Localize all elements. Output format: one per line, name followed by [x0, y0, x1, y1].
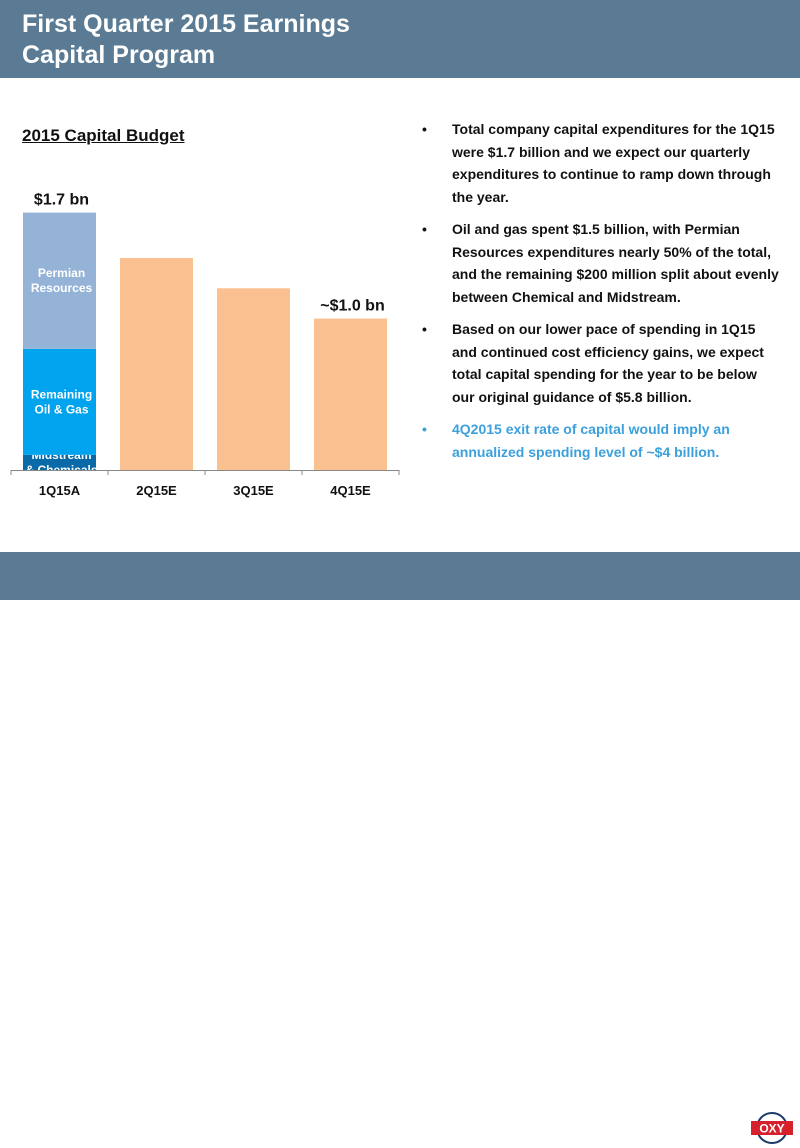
- slide-title-line1: First Quarter 2015 Earnings: [22, 10, 350, 38]
- segment-label: Permian: [38, 266, 85, 280]
- logo-text: OXY: [759, 1122, 784, 1136]
- bullet-marker: •: [422, 421, 427, 437]
- bar-segment: [23, 348, 96, 455]
- bar-segment: [217, 288, 290, 470]
- bar-segment: [314, 318, 387, 470]
- bullet-text: Oil and gas spent $1.5 billion, with Per…: [452, 221, 779, 305]
- x-tick-label: 1Q15A: [39, 483, 81, 498]
- slide-title-line2: Capital Program: [22, 41, 216, 69]
- x-tick-label: 3Q15E: [233, 483, 274, 498]
- segment-label: Resources: [31, 281, 93, 295]
- data-label: ~$1.0 bn: [320, 298, 384, 315]
- footer-bar: 20 OXY: [0, 552, 800, 1146]
- bullet-item: • Based on our lower pace of spending in …: [420, 318, 782, 408]
- bullet-marker: •: [422, 321, 427, 337]
- segment-label: Remaining: [31, 387, 92, 401]
- bar-segment: [23, 212, 96, 349]
- bullet-marker: •: [422, 121, 427, 137]
- slide-title: First Quarter 2015 Earnings Capital Prog…: [22, 9, 350, 71]
- bar-segment: [23, 454, 96, 470]
- bullet-marker: •: [422, 221, 427, 237]
- bullet-text: Total company capital expenditures for t…: [452, 121, 775, 205]
- bar-segment: [120, 258, 193, 470]
- x-tick-label: 4Q15E: [330, 483, 371, 498]
- bullet-item: • Oil and gas spent $1.5 billion, with Pe…: [420, 218, 782, 308]
- segment-label: Oil & Gas: [34, 402, 88, 416]
- x-tick-label: 2Q15E: [136, 483, 177, 498]
- data-label: $1.7 bn: [34, 192, 89, 209]
- title-banner: First Quarter 2015 Earnings Capital Prog…: [0, 0, 800, 78]
- page-number: 20: [722, 1121, 736, 1135]
- bullet-text: Based on our lower pace of spending in 1…: [452, 321, 764, 405]
- bullet-item: • Total company capital expenditures for …: [420, 118, 782, 208]
- bullet-text: 4Q2015 exit rate of capital would imply …: [452, 421, 730, 460]
- bullet-item: • 4Q2015 exit rate of capital would imply…: [420, 418, 782, 463]
- bullet-list: • Total company capital expenditures for …: [420, 118, 782, 473]
- segment-label: & Chemicals: [25, 463, 97, 477]
- oxy-logo: OXY: [751, 1110, 793, 1146]
- chart-title: 2015 Capital Budget: [22, 126, 185, 145]
